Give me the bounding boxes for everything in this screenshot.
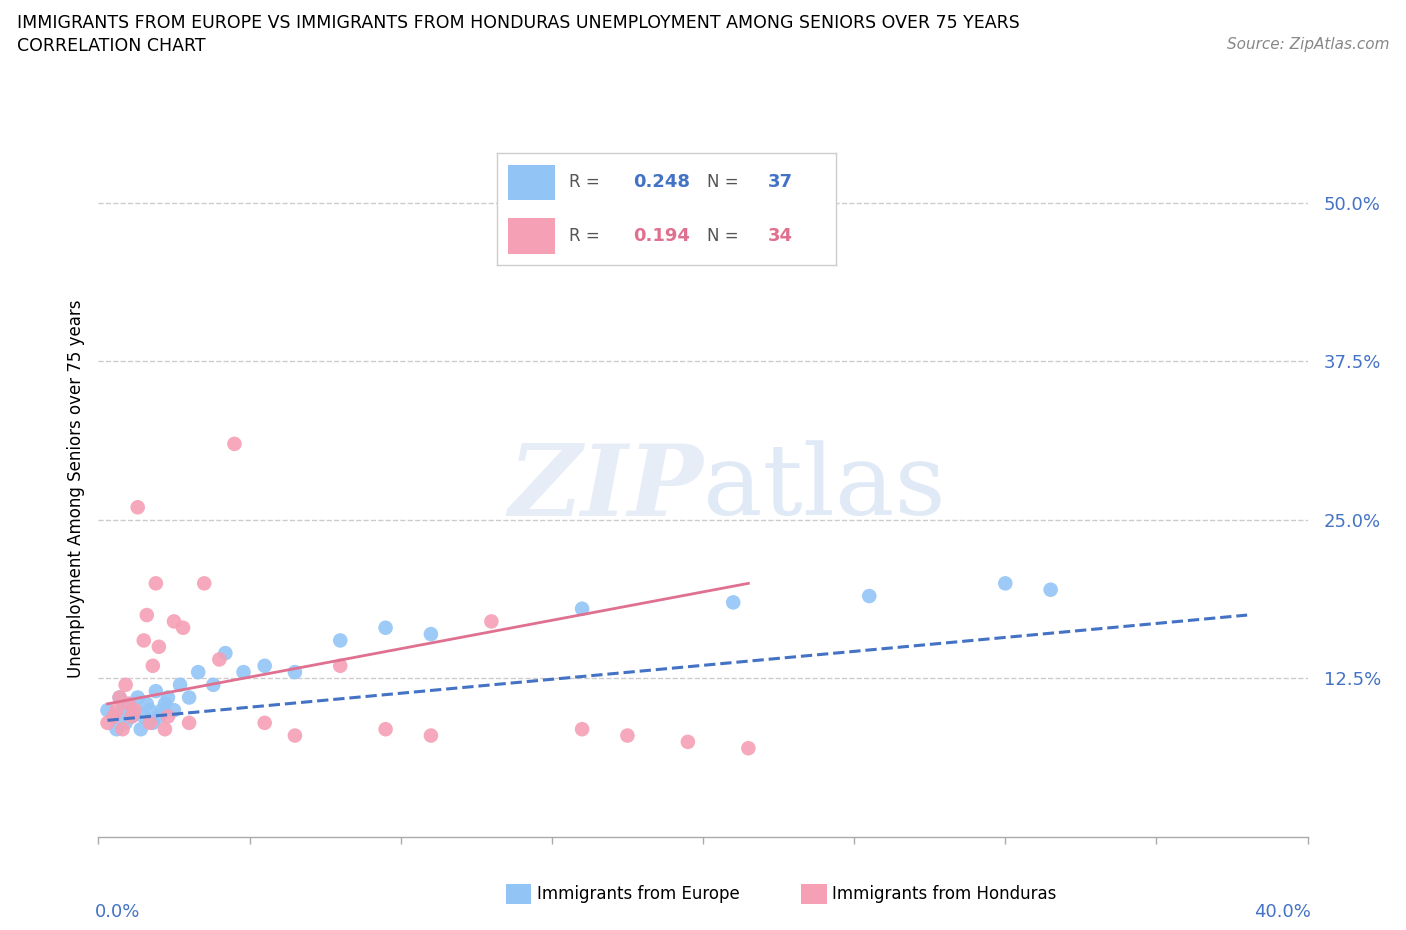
Text: CORRELATION CHART: CORRELATION CHART [17,37,205,55]
Point [481,614,503,629]
Text: ZIP: ZIP [508,440,703,537]
Text: Immigrants from Honduras: Immigrants from Honduras [832,884,1057,903]
Point [329,633,352,648]
Point [96,703,118,718]
Point [721,595,744,610]
Point [284,728,307,743]
Point [105,703,128,718]
Point [108,690,131,705]
Point [571,722,593,737]
Point [142,658,165,673]
Text: Source: ZipAtlas.com: Source: ZipAtlas.com [1226,37,1389,52]
Point [111,722,134,737]
Point [858,589,880,604]
Text: IMMIGRANTS FROM EUROPE VS IMMIGRANTS FROM HONDURAS UNEMPLOYMENT AMONG SENIORS OV: IMMIGRANTS FROM EUROPE VS IMMIGRANTS FRO… [17,14,1019,32]
Point [148,639,170,654]
Point [118,697,141,711]
Point [187,665,209,680]
Point [142,715,165,730]
Point [177,715,201,730]
Point [374,620,396,635]
Point [202,677,225,692]
Point [284,665,307,680]
Point [737,741,759,756]
Point [150,703,173,718]
Point [135,697,157,711]
Point [419,627,441,642]
Point [214,645,236,660]
Point [374,722,396,737]
Point [129,722,152,737]
Text: 40.0%: 40.0% [1254,903,1312,922]
Point [103,709,125,724]
Point [121,709,143,724]
Point [124,703,146,718]
Point [224,436,246,451]
Point [153,697,176,711]
Point [145,684,167,698]
Point [156,690,179,705]
Point [111,703,134,718]
Point [172,620,194,635]
Point [676,735,699,750]
Point [253,658,276,673]
Point [108,690,131,705]
Point [127,690,149,705]
Text: Immigrants from Europe: Immigrants from Europe [537,884,740,903]
Point [616,728,638,743]
Point [121,709,143,724]
Point [103,709,125,724]
Point [156,709,179,724]
Point [132,633,155,648]
Point [177,690,201,705]
Y-axis label: Unemployment Among Seniors over 75 years: Unemployment Among Seniors over 75 years [66,299,84,677]
Text: 0.0%: 0.0% [94,903,141,922]
Point [163,703,186,718]
Point [208,652,231,667]
Point [153,722,176,737]
Point [139,703,162,718]
Point [114,677,136,692]
Point [96,715,118,730]
Point [994,576,1017,591]
Point [148,709,170,724]
Point [253,715,276,730]
Point [127,499,149,514]
Point [1039,582,1062,597]
Point [193,576,215,591]
Point [105,722,128,737]
Point [169,677,191,692]
Point [419,728,441,743]
Point [118,697,141,711]
Point [114,715,136,730]
Point [571,602,593,617]
Point [124,703,146,718]
Point [145,576,167,591]
Text: atlas: atlas [703,440,946,537]
Point [132,709,155,724]
Point [329,658,352,673]
Point [232,665,254,680]
Point [163,614,186,629]
Point [135,607,157,622]
Point [139,715,162,730]
